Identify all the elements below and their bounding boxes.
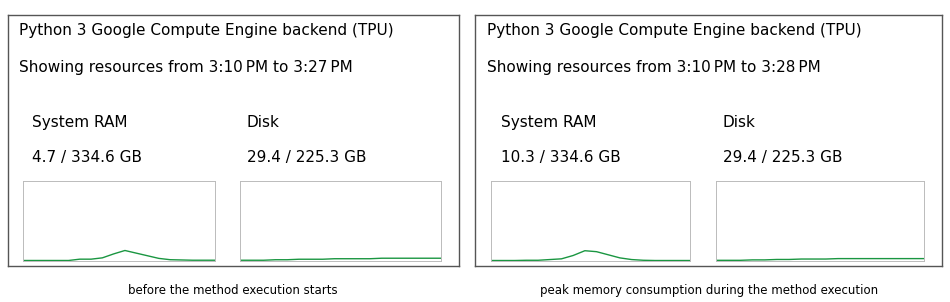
Text: Python 3 Google Compute Engine backend (TPU): Python 3 Google Compute Engine backend (… [486,23,862,38]
Text: Showing resources from 3:10 PM to 3:27 PM: Showing resources from 3:10 PM to 3:27 P… [19,60,352,75]
Text: Showing resources from 3:10 PM to 3:28 PM: Showing resources from 3:10 PM to 3:28 P… [486,60,821,75]
Text: Disk: Disk [247,115,279,130]
Text: 29.4 / 225.3 GB: 29.4 / 225.3 GB [723,150,843,165]
Text: 29.4 / 225.3 GB: 29.4 / 225.3 GB [247,150,367,165]
Text: peak memory consumption during the method execution: peak memory consumption during the metho… [540,284,878,297]
Text: System RAM: System RAM [32,115,128,130]
Text: System RAM: System RAM [501,115,597,130]
Text: 10.3 / 334.6 GB: 10.3 / 334.6 GB [501,150,620,165]
Text: Python 3 Google Compute Engine backend (TPU): Python 3 Google Compute Engine backend (… [19,23,393,38]
Text: before the method execution starts: before the method execution starts [128,284,338,297]
Text: Disk: Disk [723,115,755,130]
Text: 4.7 / 334.6 GB: 4.7 / 334.6 GB [32,150,142,165]
